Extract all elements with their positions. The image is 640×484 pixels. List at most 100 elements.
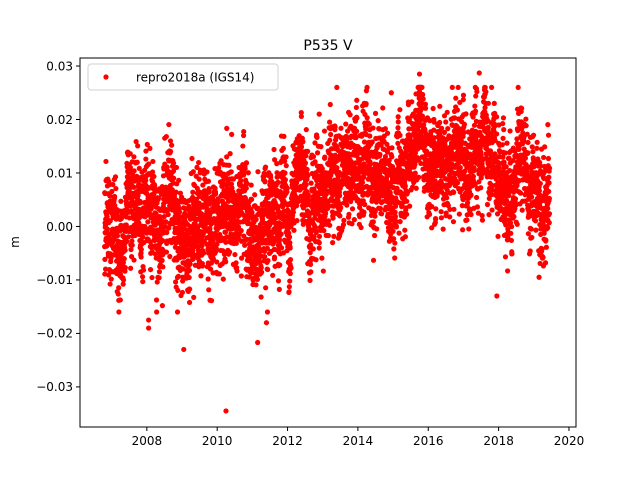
data-point	[344, 202, 350, 208]
data-point	[423, 148, 430, 154]
data-point	[534, 145, 540, 151]
data-point	[243, 160, 250, 166]
data-point	[517, 190, 524, 196]
data-point	[392, 203, 399, 209]
data-point	[312, 159, 318, 165]
data-point	[337, 201, 343, 207]
data-point	[310, 246, 316, 252]
data-point	[266, 201, 272, 207]
chart-title: P535 V	[303, 38, 353, 54]
data-point	[334, 84, 340, 91]
data-point	[199, 263, 206, 269]
data-point	[353, 135, 359, 141]
data-point	[343, 121, 349, 127]
data-point	[112, 193, 118, 200]
data-point	[471, 165, 477, 171]
data-point	[186, 267, 193, 274]
data-point	[426, 211, 433, 218]
data-point	[444, 109, 450, 115]
data-point	[282, 177, 288, 183]
data-point	[165, 207, 171, 213]
data-point	[377, 206, 384, 212]
data-point	[173, 189, 179, 195]
data-point	[228, 181, 235, 187]
data-point	[262, 164, 269, 170]
data-point	[504, 198, 510, 204]
data-point	[439, 125, 445, 131]
data-point	[327, 137, 333, 143]
data-point	[170, 160, 177, 166]
data-point	[504, 140, 510, 146]
data-point	[280, 145, 286, 152]
data-point	[316, 233, 323, 240]
data-point	[412, 170, 418, 176]
data-point	[228, 169, 234, 175]
data-point	[300, 139, 306, 145]
data-point	[369, 139, 375, 145]
data-point	[536, 188, 542, 194]
data-point	[353, 104, 359, 111]
data-point	[542, 260, 549, 266]
data-point	[212, 191, 219, 197]
data-point	[270, 272, 276, 278]
data-point	[303, 182, 309, 188]
data-point	[287, 245, 293, 251]
data-point	[484, 201, 491, 208]
data-point	[362, 201, 368, 208]
data-point	[127, 151, 133, 157]
data-point	[525, 231, 531, 237]
data-point	[453, 95, 459, 101]
data-point	[121, 256, 127, 262]
data-point	[307, 277, 313, 283]
data-point	[387, 189, 393, 196]
data-point	[286, 289, 292, 295]
data-point	[349, 206, 356, 212]
data-point	[500, 135, 506, 141]
data-point	[542, 144, 548, 150]
data-point	[475, 210, 481, 216]
data-point	[416, 71, 423, 77]
data-point	[282, 170, 288, 176]
data-point	[186, 299, 193, 306]
data-point	[510, 157, 516, 164]
data-point	[396, 230, 402, 236]
data-point	[359, 179, 366, 186]
data-point	[452, 115, 458, 121]
y-tick-label: −0.02	[36, 327, 73, 341]
data-point	[131, 184, 137, 190]
data-point	[269, 230, 275, 237]
data-point	[391, 236, 397, 242]
data-point	[242, 166, 248, 172]
data-point	[529, 144, 535, 150]
data-point	[223, 259, 229, 265]
data-point	[504, 268, 511, 274]
data-point	[413, 185, 419, 191]
data-point	[240, 132, 247, 139]
data-point	[323, 210, 329, 216]
data-point	[316, 240, 322, 246]
data-point	[489, 84, 495, 91]
legend: repro2018a (IGS14)	[87, 63, 279, 91]
data-point	[246, 274, 253, 280]
data-point	[196, 206, 202, 212]
y-tick-label: −0.03	[36, 380, 73, 394]
data-point	[112, 174, 119, 180]
data-point	[546, 180, 552, 186]
data-point	[321, 228, 327, 234]
data-point	[258, 294, 264, 300]
data-points	[102, 70, 553, 414]
data-point	[303, 153, 309, 159]
data-point	[395, 125, 401, 131]
data-point	[262, 179, 268, 185]
data-point	[460, 92, 467, 98]
data-point	[530, 132, 537, 138]
data-point	[238, 227, 244, 234]
data-point	[461, 129, 467, 136]
data-point	[433, 216, 439, 222]
data-point	[305, 173, 311, 179]
data-point	[298, 144, 305, 150]
data-point	[147, 239, 153, 245]
data-point	[117, 228, 123, 234]
data-point	[218, 158, 224, 164]
data-point	[384, 130, 391, 136]
